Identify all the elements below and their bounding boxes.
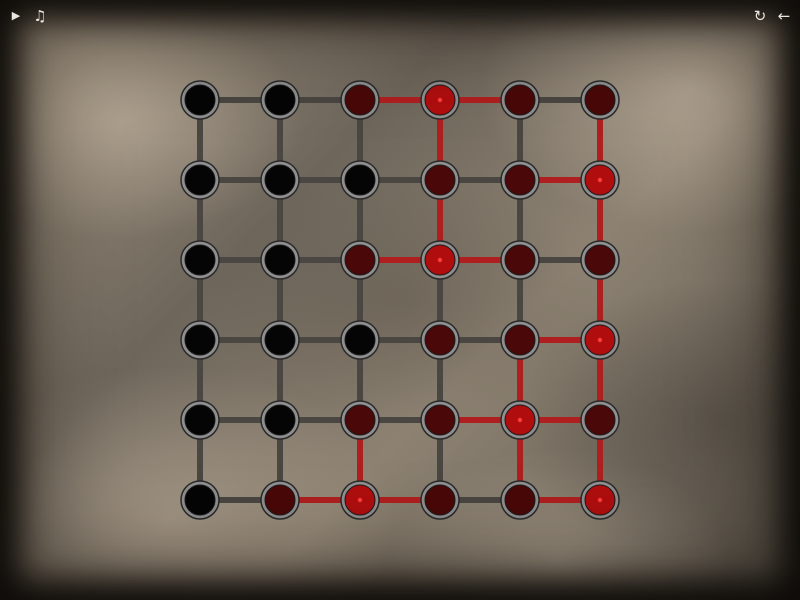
node-core xyxy=(344,324,376,356)
node-lit-dot xyxy=(357,497,363,503)
grid-node-r1-c5[interactable] xyxy=(580,160,620,200)
node-core xyxy=(264,244,296,276)
node-core xyxy=(264,404,296,436)
node-core xyxy=(424,484,456,516)
node-core xyxy=(584,84,616,116)
grid-node-r2-c1[interactable] xyxy=(260,240,300,280)
grid-node-r1-c3[interactable] xyxy=(420,160,460,200)
grid-node-r0-c4[interactable] xyxy=(500,80,540,120)
grid-node-r5-c4[interactable] xyxy=(500,480,540,520)
grid-node-r3-c1[interactable] xyxy=(260,320,300,360)
node-core xyxy=(424,324,456,356)
node-lit-dot xyxy=(597,337,603,343)
grid-node-r5-c0[interactable] xyxy=(180,480,220,520)
node-core xyxy=(504,84,536,116)
node-core xyxy=(584,244,616,276)
node-core xyxy=(504,484,536,516)
node-core xyxy=(184,244,216,276)
node-core xyxy=(504,244,536,276)
grid-node-r2-c2[interactable] xyxy=(340,240,380,280)
node-core xyxy=(344,404,376,436)
grid-node-r5-c1[interactable] xyxy=(260,480,300,520)
node-core xyxy=(184,164,216,196)
grid-node-r3-c3[interactable] xyxy=(420,320,460,360)
node-core xyxy=(264,324,296,356)
node-lit-dot xyxy=(597,497,603,503)
node-core xyxy=(264,84,296,116)
grid-node-r0-c1[interactable] xyxy=(260,80,300,120)
grid-node-r1-c2[interactable] xyxy=(340,160,380,200)
grid-node-r5-c5[interactable] xyxy=(580,480,620,520)
grid-node-r2-c5[interactable] xyxy=(580,240,620,280)
grid-node-r4-c2[interactable] xyxy=(340,400,380,440)
grid-node-r3-c4[interactable] xyxy=(500,320,540,360)
node-core xyxy=(504,164,536,196)
grid-node-r1-c0[interactable] xyxy=(180,160,220,200)
node-core xyxy=(264,484,296,516)
grid-node-r5-c3[interactable] xyxy=(420,480,460,520)
grid-node-r2-c4[interactable] xyxy=(500,240,540,280)
node-core xyxy=(504,324,536,356)
grid-node-r2-c3[interactable] xyxy=(420,240,460,280)
grid-node-r0-c2[interactable] xyxy=(340,80,380,120)
grid-node-r0-c0[interactable] xyxy=(180,80,220,120)
grid-node-r3-c5[interactable] xyxy=(580,320,620,360)
node-core xyxy=(424,404,456,436)
restart-icon[interactable]: ↻ xyxy=(753,7,767,25)
grid-node-r0-c3[interactable] xyxy=(420,80,460,120)
node-core xyxy=(424,164,456,196)
grid-node-r4-c3[interactable] xyxy=(420,400,460,440)
node-core xyxy=(344,244,376,276)
grid-node-r4-c5[interactable] xyxy=(580,400,620,440)
grid-node-r1-c1[interactable] xyxy=(260,160,300,200)
node-core xyxy=(584,404,616,436)
node-lit-dot xyxy=(517,417,523,423)
node-core xyxy=(344,84,376,116)
node-core xyxy=(264,164,296,196)
grid-node-r3-c2[interactable] xyxy=(340,320,380,360)
grid-node-r0-c5[interactable] xyxy=(580,80,620,120)
grid-node-r2-c0[interactable] xyxy=(180,240,220,280)
grid-node-r4-c4[interactable] xyxy=(500,400,540,440)
grid-node-r5-c2[interactable] xyxy=(340,480,380,520)
play-icon[interactable]: ▶ xyxy=(11,9,21,22)
grid-node-r4-c0[interactable] xyxy=(180,400,220,440)
node-core xyxy=(344,164,376,196)
node-lit-dot xyxy=(597,177,603,183)
grid-node-r1-c4[interactable] xyxy=(500,160,540,200)
back-arrow-icon[interactable]: ← xyxy=(777,7,791,25)
node-core xyxy=(184,84,216,116)
node-core xyxy=(184,484,216,516)
grid-node-r3-c0[interactable] xyxy=(180,320,220,360)
grid-node-r4-c1[interactable] xyxy=(260,400,300,440)
music-icon[interactable]: ♫ xyxy=(33,7,47,25)
node-core xyxy=(184,324,216,356)
node-lit-dot xyxy=(437,97,443,103)
node-lit-dot xyxy=(437,257,443,263)
node-core xyxy=(184,404,216,436)
